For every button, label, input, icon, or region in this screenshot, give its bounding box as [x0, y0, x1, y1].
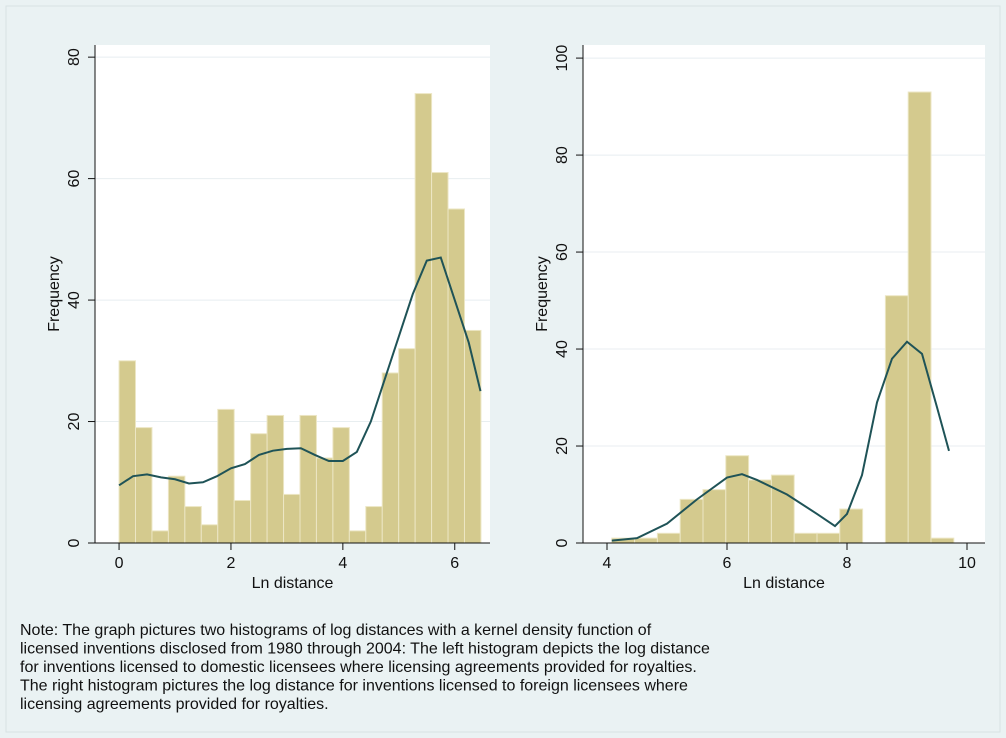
histogram-bar: [398, 348, 416, 544]
histogram-bar: [332, 427, 350, 544]
histogram-bar: [266, 414, 285, 544]
histogram-bar: [233, 499, 252, 544]
y-tick-label: 0: [66, 538, 83, 547]
note-line: The right histogram pictures the log dis…: [20, 678, 688, 695]
histogram-bar: [151, 530, 169, 544]
histogram-bar: [283, 493, 301, 544]
y-tick-label: 0: [554, 538, 571, 547]
x-tick-label: 8: [843, 555, 852, 572]
y-tick-label: 20: [554, 437, 571, 455]
histogram-bar: [184, 506, 202, 544]
note-line: licensed inventions disclosed from 1980 …: [20, 641, 710, 658]
histogram-bar: [348, 530, 367, 544]
y-axis-label: Frequency: [46, 256, 63, 332]
histogram-bar: [299, 414, 317, 544]
x-tick-label: 4: [338, 555, 347, 572]
histogram-bar: [816, 532, 841, 544]
y-tick-label: 100: [554, 45, 571, 72]
density-line: [611, 340, 950, 542]
x-tick-label: 10: [958, 555, 976, 572]
histogram-bar: [217, 408, 235, 544]
histogram-bar: [793, 532, 818, 544]
note-line: for inventions licensed to domestic lice…: [20, 659, 697, 676]
y-tick-label: 80: [66, 48, 83, 66]
histogram-bar: [748, 479, 772, 544]
histogram-bar: [447, 208, 465, 544]
frame: [5, 5, 1001, 733]
histogram-bar: [770, 474, 795, 544]
y-tick-label: 40: [554, 340, 571, 358]
histogram-bar: [634, 537, 658, 544]
x-tick-label: 6: [450, 555, 459, 572]
density-line: [118, 256, 482, 487]
histogram-bar: [381, 372, 400, 544]
y-tick-label: 60: [66, 170, 83, 188]
histogram-bar: [884, 295, 909, 544]
y-axis-label: Frequency: [534, 256, 551, 332]
x-tick-label: 2: [227, 555, 236, 572]
histogram-bar: [365, 506, 383, 544]
y-tick-label: 40: [66, 291, 83, 309]
x-tick-label: 0: [115, 555, 124, 572]
histogram-bar: [656, 532, 681, 544]
x-tick-label: 4: [603, 555, 612, 572]
histogram-bar: [431, 172, 449, 544]
histogram-bar: [839, 508, 864, 544]
y-tick-label: 60: [554, 243, 571, 261]
note-line: Note: The graph pictures two histograms …: [20, 622, 652, 639]
histogram-bar: [315, 457, 334, 544]
histogram-bar: [118, 360, 137, 544]
x-tick-label: 6: [723, 555, 732, 572]
x-axis-label: Ln distance: [252, 575, 334, 592]
histogram-bar: [930, 537, 955, 544]
histogram-bar: [907, 91, 932, 544]
histogram-bar: [702, 489, 727, 544]
histogram-bar: [414, 93, 433, 544]
y-tick-label: 20: [66, 413, 83, 431]
note-line: licensing agreements provided for royalt…: [20, 696, 329, 713]
y-tick-label: 80: [554, 146, 571, 164]
histogram-bar: [200, 524, 219, 544]
x-axis-label: Ln distance: [743, 575, 825, 592]
histogram-bar: [679, 498, 704, 544]
histogram-bar: [135, 427, 153, 544]
histogram-bar: [167, 475, 186, 544]
histogram-bar: [250, 433, 268, 544]
histogram-bar: [725, 455, 750, 544]
